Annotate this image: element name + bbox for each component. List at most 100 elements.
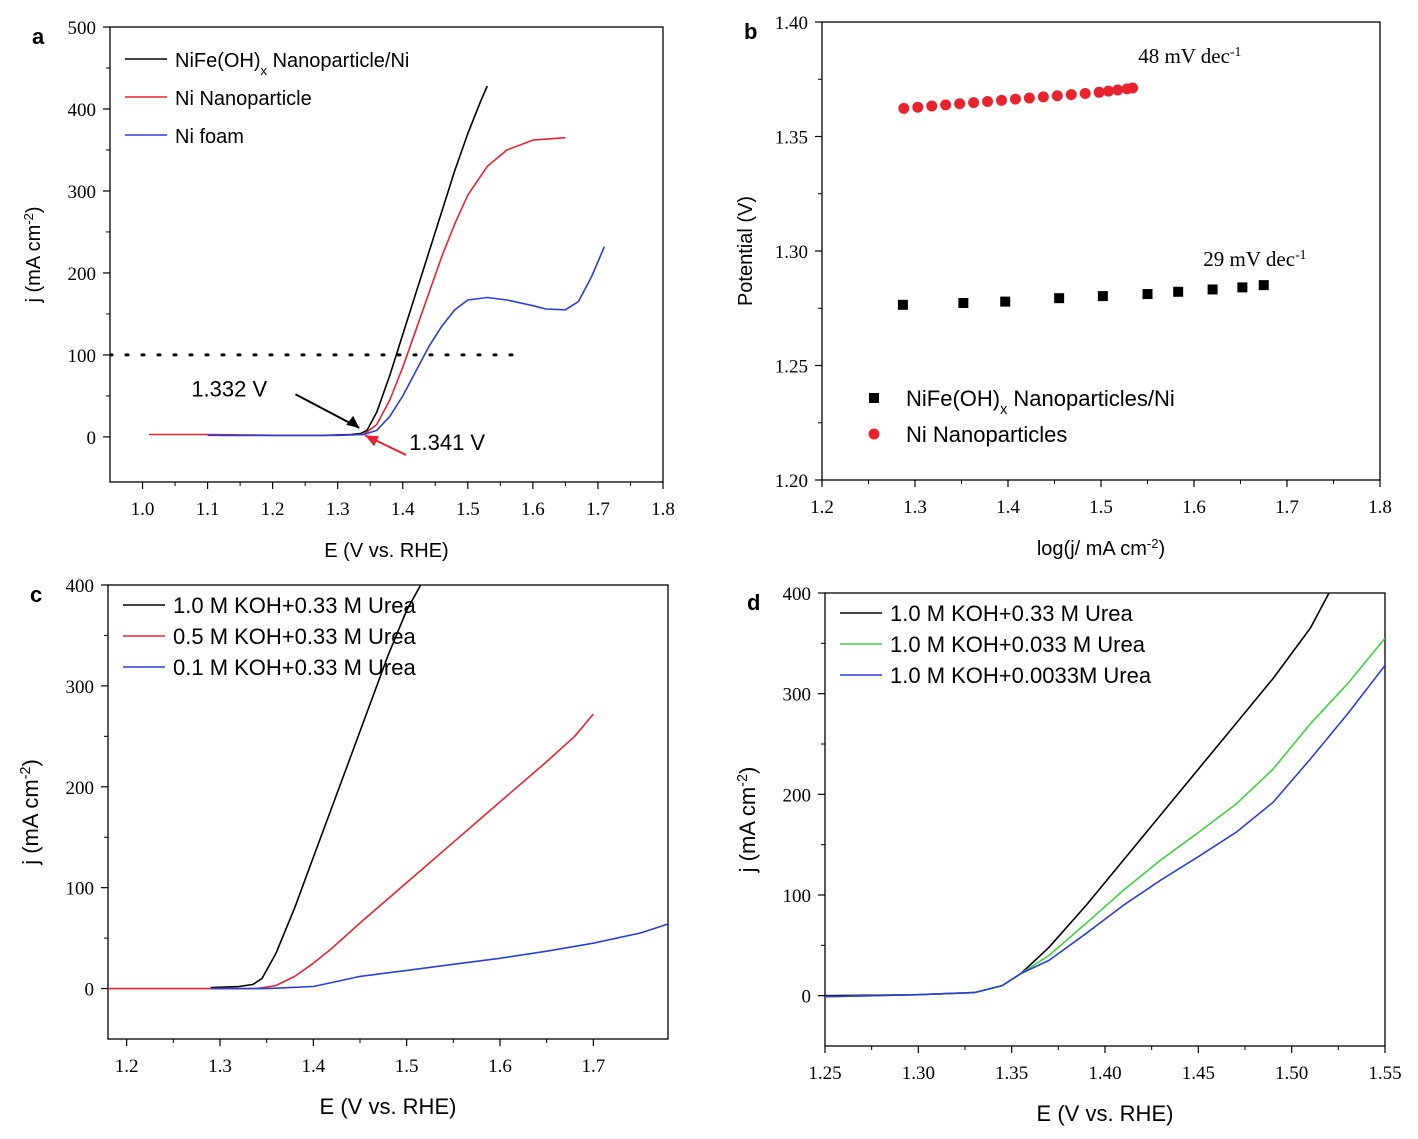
y-tick-label: 200 bbox=[783, 785, 812, 806]
y-tick-label: 100 bbox=[68, 346, 97, 367]
data-point-square bbox=[1000, 296, 1011, 307]
legend-text: Nanoparticle/Ni bbox=[267, 50, 409, 72]
label-text: ) bbox=[735, 767, 760, 774]
x-tick-label: 1.50 bbox=[1275, 1063, 1308, 1084]
annotation-onset-ni: 1.341 V bbox=[409, 430, 485, 455]
data-layer bbox=[897, 82, 1269, 310]
panel-b: 1.2 1.3 1.4 1.5 1.6 1.7 1.8 1.20 1.25 1.30 1.35 1.4… bbox=[735, 13, 1392, 560]
legend: NiFe(OH)x Nanoparticle/Ni Ni Nanoparticle… bbox=[125, 50, 409, 148]
y-tick-label: 0 bbox=[87, 428, 97, 449]
label-text: E (V vs. RHE) bbox=[324, 540, 448, 562]
data-point-circle bbox=[1079, 87, 1091, 99]
x-tick-label: 1.5 bbox=[1089, 497, 1113, 518]
data-point-circle bbox=[995, 94, 1007, 106]
label-text: ) bbox=[1158, 538, 1165, 560]
y-tick-label: 1.30 bbox=[775, 242, 808, 263]
data-point-square bbox=[1142, 289, 1153, 300]
data-layer bbox=[825, 593, 1385, 998]
legend-label: 0.5 M KOH+0.33 M Urea bbox=[173, 624, 416, 649]
data-point-circle bbox=[1112, 84, 1124, 96]
y-tick-label: 300 bbox=[66, 677, 95, 698]
data-point-circle bbox=[1093, 86, 1105, 98]
series-line-3 bbox=[207, 246, 606, 437]
legend-label: 1.0 M KOH+0.033 M Urea bbox=[890, 632, 1146, 657]
label-text: E (V vs. RHE) bbox=[320, 1094, 457, 1119]
data-point-square bbox=[1173, 286, 1184, 297]
tafel-text: 29 mV dec bbox=[1203, 247, 1295, 271]
data-point-circle bbox=[926, 100, 938, 112]
x-tick-label: 1.2 bbox=[115, 1056, 139, 1077]
legend-label: Ni Nanoparticles bbox=[906, 422, 1067, 447]
panel-letter: c bbox=[30, 582, 42, 607]
tafel-superscript: -1 bbox=[1295, 246, 1306, 261]
panel-letter: d bbox=[747, 590, 760, 615]
x-tick-label: 1.8 bbox=[651, 499, 675, 520]
x-tick-label: 1.7 bbox=[581, 1056, 605, 1077]
data-point-circle bbox=[968, 97, 980, 109]
y-tick-label: 0 bbox=[802, 987, 812, 1008]
legend-subscript: x bbox=[261, 63, 268, 78]
tafel-text: 48 mV dec bbox=[1138, 44, 1230, 68]
y-tick-label: 0 bbox=[85, 980, 95, 1001]
x-tick-label: 1.6 bbox=[488, 1056, 512, 1077]
y-axis-label: j (mA cm-2) bbox=[735, 767, 760, 874]
data-point-square bbox=[897, 299, 908, 310]
y-tick-label: 1.35 bbox=[775, 128, 808, 149]
y-tick-label: 300 bbox=[783, 685, 812, 706]
x-axis-label: E (V vs. RHE) bbox=[1037, 1101, 1174, 1126]
x-tick-label: 1.4 bbox=[301, 1056, 325, 1077]
x-tick-label: 1.6 bbox=[1182, 497, 1206, 518]
superscript: -2 bbox=[18, 766, 34, 779]
y-axis-label: Potential (V) bbox=[735, 196, 757, 306]
series-line-2 bbox=[825, 637, 1385, 998]
legend-label: 1.0 M KOH+0.0033M Urea bbox=[890, 663, 1152, 688]
y-tick-label: 100 bbox=[783, 886, 812, 907]
series-line-3 bbox=[210, 923, 668, 990]
legend-text: NiFe(OH) bbox=[175, 50, 261, 72]
data-point-circle bbox=[898, 102, 910, 114]
y-tick-label: 200 bbox=[68, 264, 97, 285]
legend-label: 0.1 M KOH+0.33 M Urea bbox=[173, 655, 416, 680]
series-line-3 bbox=[825, 665, 1385, 998]
x-axis-label: E (V vs. RHE) bbox=[320, 1094, 457, 1119]
label-text: E (V vs. RHE) bbox=[1037, 1101, 1174, 1126]
y-tick-label: 100 bbox=[66, 879, 95, 900]
data-layer bbox=[110, 85, 606, 437]
legend: NiFe(OH)x Nanoparticles/Ni Ni Nanoparticl… bbox=[868, 386, 1175, 447]
data-point-square bbox=[1207, 284, 1218, 295]
plot-frame bbox=[107, 584, 669, 1040]
label-text: ) bbox=[18, 759, 43, 766]
y-axis-label: j (mA cm-2) bbox=[21, 206, 46, 303]
data-point-square bbox=[958, 297, 969, 308]
legend-text: Nanoparticles/Ni bbox=[1007, 386, 1175, 411]
label-text: j (mA cm bbox=[18, 779, 43, 866]
x-axis-label: log(j/ mA cm-2) bbox=[1037, 536, 1165, 561]
x-tick-label: 1.5 bbox=[456, 499, 480, 520]
x-tick-label: 1.1 bbox=[196, 499, 220, 520]
legend-marker-circle bbox=[868, 428, 880, 440]
data-layer bbox=[108, 585, 668, 990]
annotation-arrow-head-red bbox=[365, 435, 380, 447]
label-text: Potential (V) bbox=[735, 196, 757, 306]
plot-frame bbox=[109, 26, 664, 483]
data-point-circle bbox=[912, 101, 924, 113]
legend-label: NiFe(OH)x Nanoparticles/Ni bbox=[906, 386, 1175, 418]
y-tick-label: 1.40 bbox=[775, 13, 808, 34]
legend-text: NiFe(OH) bbox=[906, 386, 1000, 411]
x-tick-label: 1.25 bbox=[808, 1063, 841, 1084]
panel-d: 1.25 1.30 1.35 1.40 1.45 1.50 1.55 0 100 200 300 40… bbox=[735, 584, 1402, 1126]
y-tick-label: 1.25 bbox=[775, 357, 808, 378]
x-tick-label: 1.3 bbox=[208, 1056, 232, 1077]
y-tick-label: 400 bbox=[783, 584, 812, 605]
data-point-circle bbox=[1102, 85, 1114, 97]
x-tick-label: 1.35 bbox=[995, 1063, 1028, 1084]
x-tick-label: 1.2 bbox=[261, 499, 285, 520]
x-axis-label: E (V vs. RHE) bbox=[324, 540, 448, 562]
y-axis-label: j (mA cm-2) bbox=[18, 759, 43, 866]
annotation-tafel-slope: 48 mV dec-1 bbox=[1138, 44, 1241, 69]
annotation-onset-nife: 1.332 V bbox=[191, 377, 267, 402]
legend: 1.0 M KOH+0.33 M Urea 1.0 M KOH+0.033 M U… bbox=[840, 601, 1152, 688]
legend-marker-square bbox=[869, 393, 879, 403]
data-point-circle bbox=[982, 95, 994, 107]
